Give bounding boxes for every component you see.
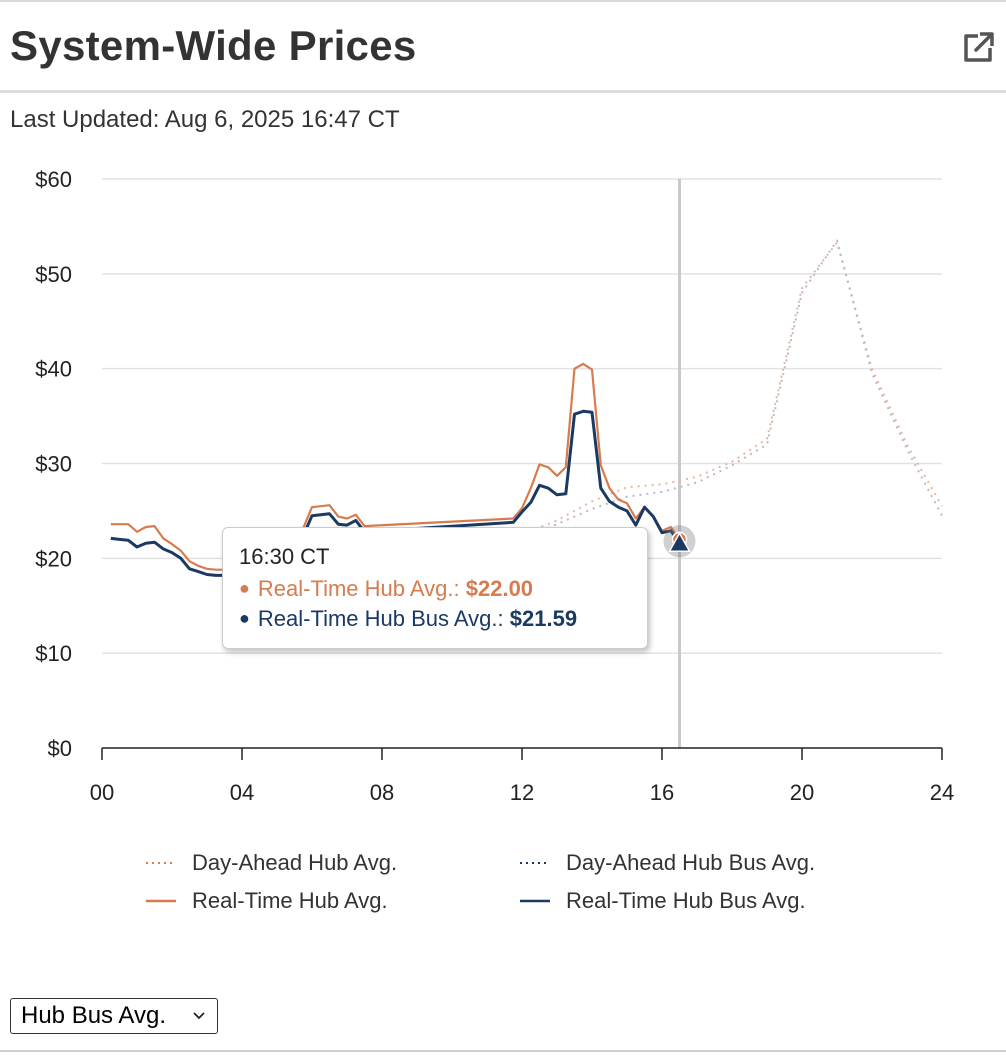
x-tick-label: 12 <box>510 780 534 805</box>
x-tick-label: 00 <box>90 780 114 805</box>
legend-label-da-hub-bus: Day-Ahead Hub Bus Avg. <box>566 850 816 875</box>
y-tick-label: $40 <box>35 357 72 382</box>
legend-swatch-rt-hub-bus <box>520 899 550 903</box>
tooltip-row-rt-hub-bus: ● Real-Time Hub Bus Avg.: $21.59 <box>239 606 647 632</box>
y-tick-label: $0 <box>48 736 72 761</box>
x-tick-label: 04 <box>230 780 254 805</box>
grid-layer <box>102 178 942 748</box>
top-divider <box>0 0 1006 2</box>
legend-label-rt-hub-bus: Real-Time Hub Bus Avg. <box>566 888 806 913</box>
series-layer <box>110 239 943 577</box>
series-line-day-ahead-hub-avg <box>521 241 943 536</box>
axis-layer: $0 $10 $20 $30 $40 $50 $60 00 04 08 12 16 20 24 <box>35 167 954 805</box>
legend-label-rt-hub: Real-Time Hub Avg. <box>192 888 388 913</box>
header-divider <box>0 90 1006 93</box>
series-line-real-time-hub-avg <box>110 362 681 571</box>
tooltip-value-rt-hub-bus: $21.59 <box>509 606 578 631</box>
tooltip-dot-rt-hub-bus: ● <box>239 608 250 628</box>
hover-tooltip: 16:30 CT ● Real-Time Hub Avg.: $22.00 ● Re… <box>222 527 648 649</box>
legend-swatch-rt-hub <box>146 899 176 903</box>
widget-header: System-Wide Prices <box>0 2 1006 90</box>
legend-item-rt-hub-bus[interactable]: Real-Time Hub Bus Avg. <box>520 888 806 914</box>
average-type-value: Hub Bus Avg. <box>21 1002 166 1029</box>
y-tick-label: $60 <box>35 167 72 192</box>
x-tick-label: 24 <box>930 780 954 805</box>
chart-legend: Day-Ahead Hub Avg. Day-Ahead Hub Bus Avg… <box>0 842 1006 922</box>
bottom-divider <box>0 1050 1006 1052</box>
series-line-real-time-hub-bus-avg <box>110 409 681 577</box>
series-line-day-ahead-hub-bus-avg <box>521 239 943 541</box>
average-type-select[interactable]: Hub Bus Avg. <box>10 998 218 1034</box>
legend-swatch-da-hub-bus <box>520 862 550 864</box>
price-chart[interactable]: $0 $10 $20 $30 $40 $50 $60 00 04 08 12 16 20 24 <box>0 150 1006 830</box>
y-tick-label: $30 <box>35 452 72 477</box>
legend-swatch-da-hub <box>146 862 176 864</box>
tooltip-label-rt-hub: Real-Time Hub Avg.: <box>257 576 466 601</box>
external-link-icon[interactable] <box>958 28 998 68</box>
legend-item-da-hub-bus[interactable]: Day-Ahead Hub Bus Avg. <box>520 850 815 876</box>
marker-layer <box>663 525 696 558</box>
last-updated-text: Last Updated: Aug 6, 2025 16:47 CT <box>10 106 400 133</box>
y-tick-label: $20 <box>35 546 72 571</box>
tooltip-value-rt-hub: $22.00 <box>465 576 534 601</box>
y-tick-label: $10 <box>35 641 72 666</box>
chevron-down-icon <box>193 1012 205 1020</box>
tooltip-time: 16:30 CT <box>239 544 330 569</box>
hover-marker-rt-hub-bus <box>668 531 691 553</box>
tooltip-dot-rt-hub: ● <box>239 578 250 598</box>
tooltip-label-rt-hub-bus: Real-Time Hub Bus Avg.: <box>257 606 510 631</box>
legend-item-rt-hub[interactable]: Real-Time Hub Avg. <box>146 888 388 914</box>
x-tick-label: 16 <box>650 780 674 805</box>
widget-title: System-Wide Prices <box>10 22 417 69</box>
legend-item-da-hub[interactable]: Day-Ahead Hub Avg. <box>146 850 397 876</box>
y-tick-label: $50 <box>35 262 72 287</box>
x-tick-label: 20 <box>790 780 814 805</box>
x-tick-label: 08 <box>370 780 394 805</box>
tooltip-row-rt-hub: ● Real-Time Hub Avg.: $22.00 <box>239 576 647 602</box>
legend-label-da-hub: Day-Ahead Hub Avg. <box>192 850 398 875</box>
